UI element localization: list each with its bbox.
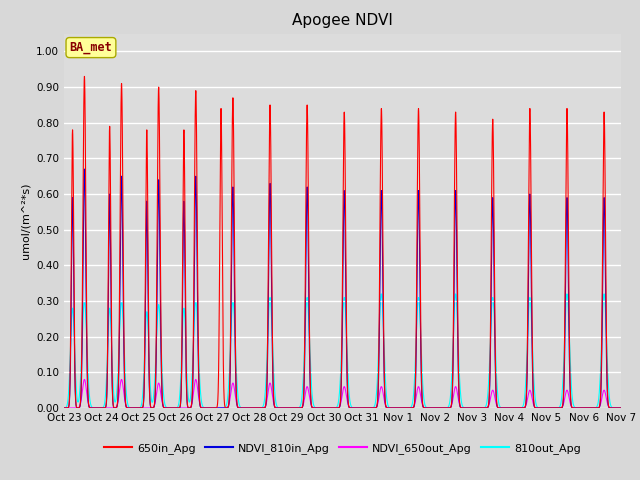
Legend: 650in_Apg, NDVI_810in_Apg, NDVI_650out_Apg, 810out_Apg: 650in_Apg, NDVI_810in_Apg, NDVI_650out_A… — [99, 439, 586, 458]
Text: BA_met: BA_met — [70, 41, 112, 54]
Y-axis label: umol/(m^²*s): umol/(m^²*s) — [20, 182, 31, 259]
Title: Apogee NDVI: Apogee NDVI — [292, 13, 393, 28]
